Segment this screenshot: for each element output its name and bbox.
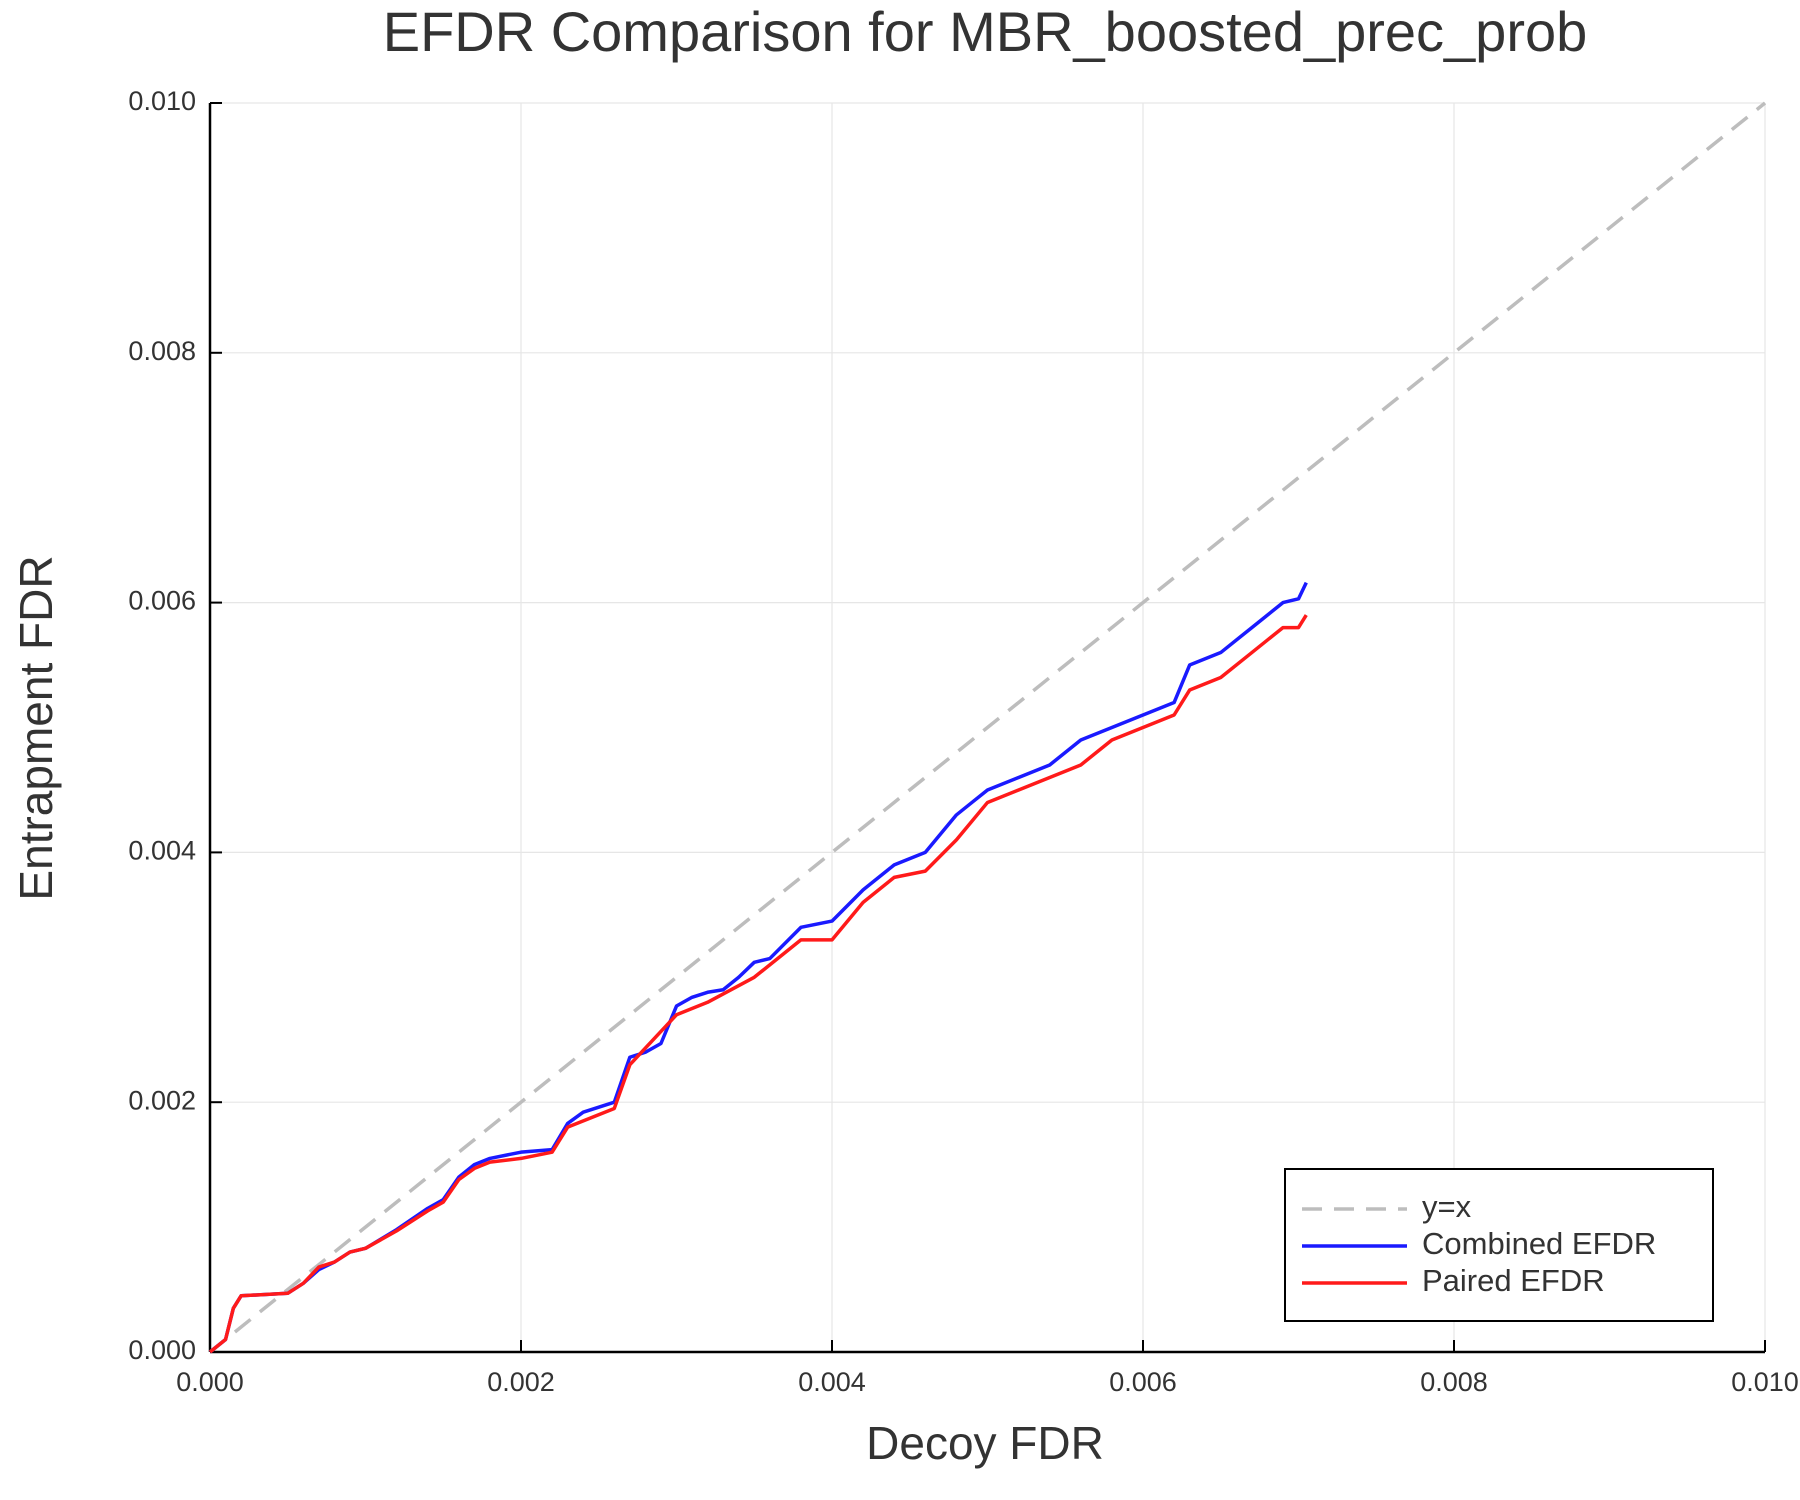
y-tick-label: 0.000 [128,1335,196,1365]
chart-title: EFDR Comparison for MBR_boosted_prec_pro… [383,0,1588,63]
x-tick-label: 0.000 [176,1367,244,1397]
y-tick-label: 0.004 [128,836,196,866]
series-line [208,581,1308,1354]
series-line [208,101,1767,1354]
y-tick-label: 0.006 [128,586,196,616]
legend-label: Paired EFDR [1422,1263,1605,1298]
x-tick-label: 0.004 [798,1367,866,1397]
x-tick-label: 0.006 [1109,1367,1177,1397]
series-line [208,614,1308,1354]
x-axis-label: Decoy FDR [866,1417,1104,1469]
x-tick-label: 0.002 [487,1367,555,1397]
y-tick-label: 0.010 [128,86,196,116]
y-tick-label: 0.008 [128,336,196,366]
y-axis-label: Entrapment FDR [10,555,62,900]
legend-label: Combined EFDR [1422,1226,1656,1261]
x-tick-label: 0.010 [1731,1367,1799,1397]
legend-label: y=x [1422,1189,1472,1224]
x-tick-label: 0.008 [1420,1367,1488,1397]
y-tick-label: 0.002 [128,1085,196,1115]
